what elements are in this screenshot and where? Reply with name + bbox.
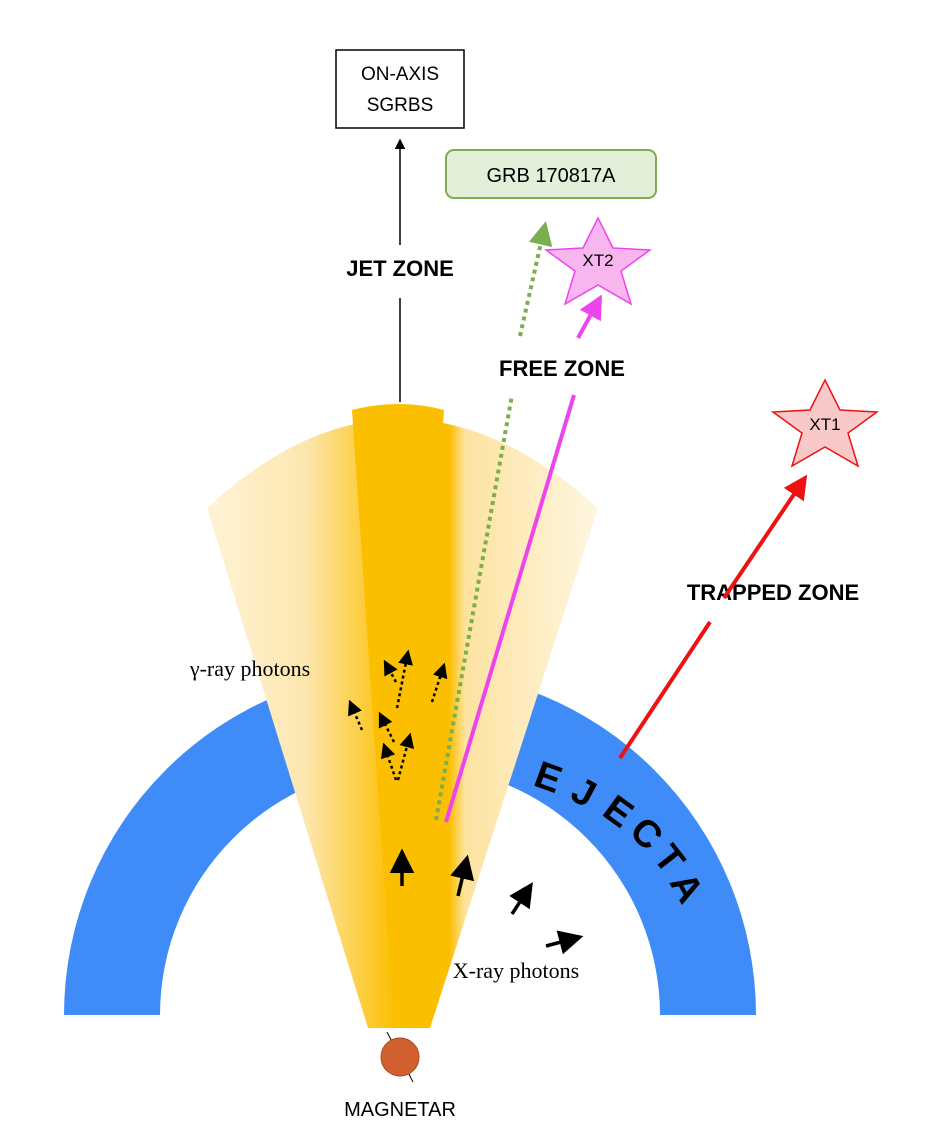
xray-arrow [509, 882, 533, 915]
gamma-ray-photons-label: γ-ray photons [189, 656, 310, 681]
jet-zone-label: JET ZONE [346, 256, 454, 281]
gamma-arrow [396, 732, 415, 781]
xt2-arrow-upper [576, 294, 602, 339]
xt1-arrow-upper [722, 474, 808, 600]
gamma-arrow [378, 711, 396, 743]
x-ray-arrows [389, 848, 584, 955]
gamma-ray-arrows [348, 649, 448, 781]
xt2-star-icon [543, 216, 653, 306]
gamma-arrow [380, 742, 398, 781]
free-zone-label: FREE ZONE [499, 356, 625, 381]
magnetar-icon [380, 1037, 420, 1077]
x-ray-photons-label: X-ray photons [453, 958, 579, 983]
on-axis-label-line1: ON-AXIS [361, 64, 439, 85]
jet-core [352, 404, 444, 1028]
gamma-arrow [348, 699, 364, 731]
grb-label: GRB 170817A [487, 165, 617, 187]
xray-arrow [450, 854, 475, 897]
grb-arrow-upper [518, 221, 553, 337]
ejecta-shell [64, 669, 756, 1015]
gamma-arrow [430, 662, 448, 703]
xt2-label: XT2 [582, 251, 613, 270]
magnetar-label: MAGNETAR [344, 1099, 456, 1121]
xt1-label: XT1 [809, 415, 840, 434]
xt1-star-icon [770, 378, 880, 468]
xray-arrow [545, 930, 584, 955]
gamma-arrow [383, 659, 398, 683]
on-axis-label-line2: SGRBS [367, 95, 434, 116]
xt2-line-lower [444, 394, 576, 823]
on-axis-box [335, 49, 465, 129]
xt1-line-lower [618, 620, 712, 760]
trapped-zone-label: TRAPPED ZONE [687, 580, 859, 605]
grb-box [445, 149, 657, 199]
